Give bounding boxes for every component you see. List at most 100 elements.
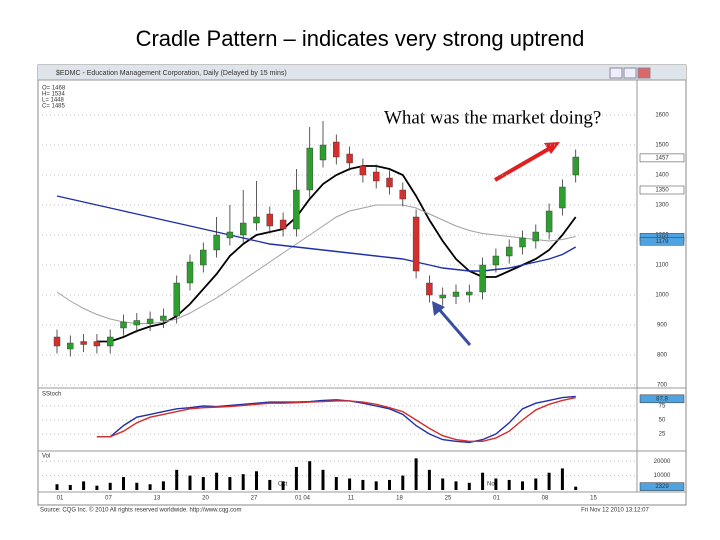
candle-body: [146, 318, 154, 324]
candle-body: [253, 216, 260, 224]
candle-body: [173, 282, 180, 317]
candle-body: [452, 291, 460, 297]
x-tick-label: 01: [493, 496, 500, 502]
annotation: What was the market doing?: [384, 107, 601, 128]
x-tick-label: 08: [542, 496, 549, 502]
x-tick-label: 07: [105, 496, 112, 502]
window-titlebar: [38, 65, 686, 80]
red-arrow: [493, 145, 554, 182]
window-button[interactable]: [637, 67, 651, 79]
candle-body: [572, 156, 579, 176]
volume-bar: [534, 478, 538, 490]
y-tick-label: 10000: [654, 473, 671, 479]
volume-bar: [175, 469, 179, 490]
x-tick-label: 13: [154, 496, 161, 502]
volume-bar: [215, 472, 219, 490]
volume-bar: [401, 475, 405, 490]
ohlc-legend: H= 1534: [42, 92, 66, 98]
price-tag: [639, 185, 685, 195]
volume-bar: [241, 474, 245, 490]
candle-body: [306, 147, 313, 191]
price-tag: [639, 394, 685, 404]
candle-body: [239, 222, 247, 236]
volume-bar: [481, 472, 485, 490]
volume-bar: [441, 478, 445, 490]
candle-body: [279, 219, 287, 230]
volume-bar: [521, 481, 524, 490]
source-text: Source: CQG Inc. © 2010 All rights reser…: [40, 507, 242, 514]
panel-title: SStoch: [42, 392, 61, 398]
indicator-line: [96, 395, 576, 444]
candle-body: [319, 144, 327, 161]
y-tick-label: 1400: [655, 173, 669, 179]
candle-body: [412, 216, 420, 272]
candle-body: [532, 231, 539, 242]
x-tick-label: 01 04: [295, 496, 311, 502]
y-tick-label: 25: [659, 432, 666, 438]
candle-body: [186, 261, 194, 284]
x-tick-label: 15: [590, 496, 597, 502]
candle-body: [200, 249, 207, 266]
candle-body: [80, 341, 87, 345]
price-tag: [639, 153, 685, 163]
candle-body: [373, 171, 380, 182]
candle-body: [93, 341, 101, 347]
candle-body: [106, 336, 114, 347]
volume-bar: [108, 482, 112, 490]
volume-bar: [494, 478, 498, 490]
volume-bar: [82, 481, 86, 490]
volume-bar: [161, 481, 165, 490]
volume-bar: [574, 486, 578, 490]
volume-bar: [321, 469, 325, 490]
volume-bar: [122, 477, 125, 490]
volume-bar: [281, 481, 285, 490]
y-tick-label: 1100: [656, 263, 670, 269]
volume-bar: [547, 472, 551, 490]
y-tick-label: 1600: [655, 113, 669, 119]
price-tag-label: 87.8: [656, 396, 668, 402]
y-tick-label: 800: [657, 353, 668, 359]
volume-bar: [467, 482, 471, 490]
candle-body: [346, 153, 353, 164]
indicator-line: [56, 204, 576, 324]
volume-bar: [334, 477, 338, 490]
ohlc-legend: O= 1468: [42, 86, 66, 92]
annotation-bg: [382, 106, 657, 131]
candle-body: [333, 141, 340, 158]
volume-bar: [374, 481, 378, 490]
candle-body: [120, 321, 127, 329]
candle-body: [133, 320, 141, 326]
volume-bar: [228, 477, 232, 490]
candle-body: [519, 237, 526, 248]
volume-bar: [361, 479, 365, 490]
candle-body: [67, 342, 74, 350]
volume-bar: [255, 471, 258, 490]
slide-title: Cradle Pattern – indicates very strong u…: [136, 26, 585, 51]
y-tick-label: 75: [659, 404, 666, 410]
x-tick-label: 01: [57, 496, 64, 502]
candle-body: [439, 294, 446, 299]
volume-bar: [388, 479, 391, 490]
y-tick-label: 50: [659, 418, 666, 424]
price-tag-label: 2329: [655, 484, 669, 490]
candle-body: [160, 315, 167, 321]
candle-body: [559, 186, 566, 209]
window-button[interactable]: [609, 67, 623, 79]
x-tick-label: 20: [202, 496, 209, 502]
y-tick-label: 900: [657, 323, 668, 329]
window-button[interactable]: [623, 67, 637, 79]
candle-body: [492, 255, 500, 266]
volume-bar: [55, 484, 59, 490]
panel-title: Vol: [42, 454, 50, 460]
candle-body: [213, 234, 220, 251]
window-title: $EDMC - Education Management Corporation…: [56, 70, 287, 77]
volume-bar: [95, 485, 99, 490]
price-tag: [639, 237, 685, 246]
x-tick-label: 11: [348, 496, 355, 502]
x-tick-label: 18: [396, 496, 403, 502]
volume-bar: [308, 461, 312, 490]
volume-bar: [427, 469, 431, 490]
candle-body: [359, 165, 367, 176]
